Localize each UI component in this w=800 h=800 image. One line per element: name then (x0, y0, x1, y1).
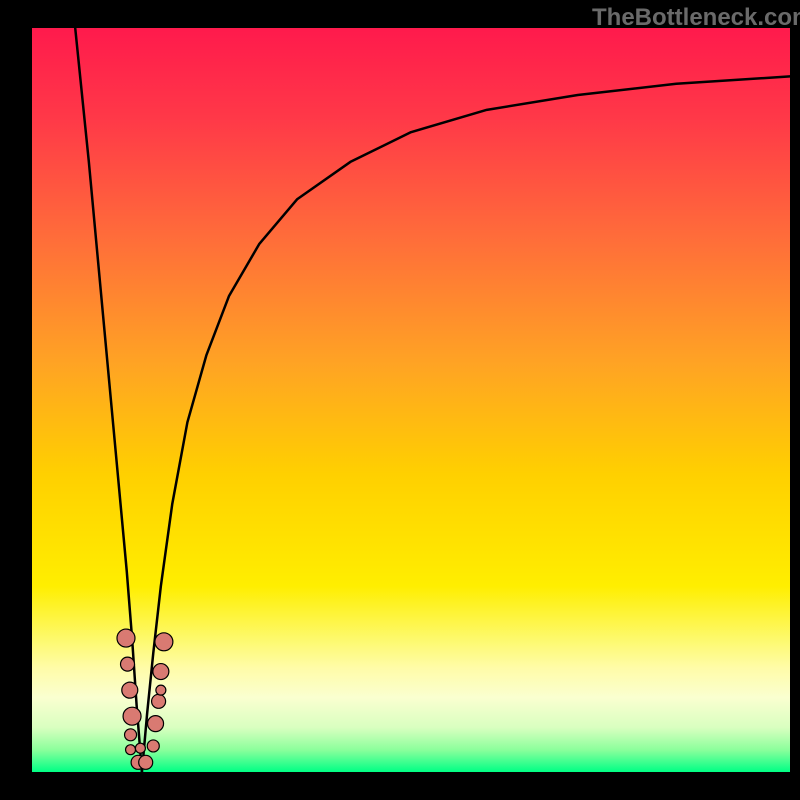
scatter-point (139, 755, 153, 769)
scatter-point (123, 707, 141, 725)
scatter-point (121, 657, 135, 671)
scatter-point (155, 633, 173, 651)
curve-segment (142, 76, 790, 772)
scatter-point (147, 740, 159, 752)
watermark-text: TheBottleneck.com (592, 4, 800, 32)
scatter-point (122, 682, 138, 698)
scatter-point (148, 716, 164, 732)
plot-area (32, 28, 790, 772)
scatter-point (135, 743, 145, 753)
scatter-point (153, 664, 169, 680)
chart-overlay (32, 28, 790, 772)
scatter-point (117, 629, 135, 647)
scatter-point (152, 694, 166, 708)
scatter-point (156, 685, 166, 695)
scatter-point (125, 729, 137, 741)
chart-container: TheBottleneck.com (0, 0, 800, 800)
scatter-point (126, 745, 136, 755)
